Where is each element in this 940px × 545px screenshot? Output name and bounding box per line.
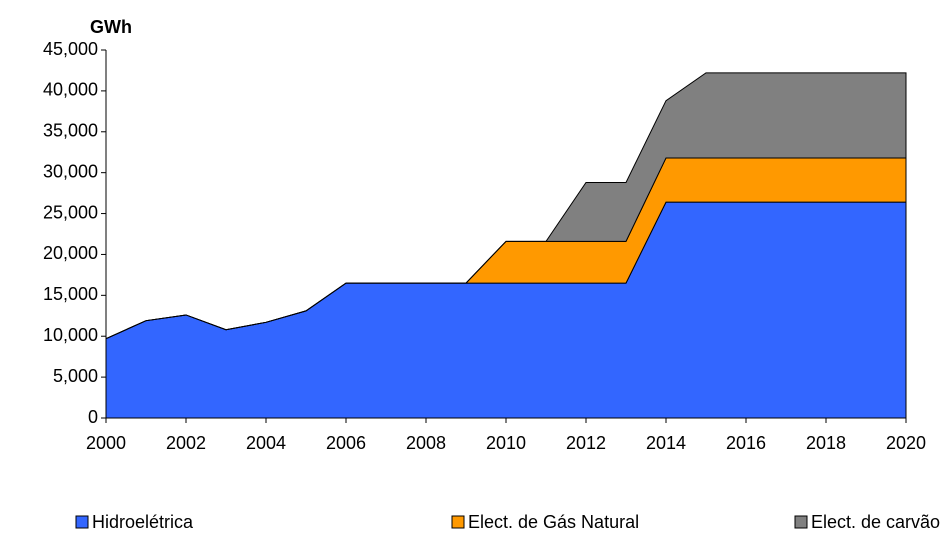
y-tick-label: 40,000 bbox=[43, 80, 98, 100]
x-tick-label: 2008 bbox=[406, 433, 446, 453]
y-tick-label: 0 bbox=[88, 407, 98, 427]
legend-label: Hidroelétrica bbox=[92, 512, 194, 532]
y-tick-label: 35,000 bbox=[43, 121, 98, 141]
x-tick-label: 2018 bbox=[806, 433, 846, 453]
legend-swatch bbox=[451, 515, 465, 529]
x-tick-label: 2006 bbox=[326, 433, 366, 453]
x-tick-label: 2002 bbox=[166, 433, 206, 453]
x-tick-label: 2012 bbox=[566, 433, 606, 453]
y-tick-label: 25,000 bbox=[43, 202, 98, 222]
y-tick-label: 30,000 bbox=[43, 161, 98, 181]
legend-swatch bbox=[75, 515, 89, 529]
x-tick-label: 2004 bbox=[246, 433, 286, 453]
y-axis-label: GWh bbox=[90, 17, 132, 37]
y-tick-label: 10,000 bbox=[43, 325, 98, 345]
legend-label: Elect. de carvão Mineral bbox=[811, 512, 940, 532]
x-tick-label: 2016 bbox=[726, 433, 766, 453]
y-tick-label: 5,000 bbox=[53, 366, 98, 386]
y-tick-label: 15,000 bbox=[43, 284, 98, 304]
area bbox=[105, 201, 907, 419]
area bbox=[105, 72, 907, 340]
legend-label: Elect. de Gás Natural bbox=[468, 512, 639, 532]
y-tick-label: 20,000 bbox=[43, 243, 98, 263]
x-tick-label: 2020 bbox=[886, 433, 926, 453]
y-tick-label: 45,000 bbox=[43, 39, 98, 59]
legend-swatch bbox=[794, 515, 808, 529]
x-tick-label: 2000 bbox=[86, 433, 126, 453]
x-tick-label: 2014 bbox=[646, 433, 686, 453]
x-tick-label: 2010 bbox=[486, 433, 526, 453]
